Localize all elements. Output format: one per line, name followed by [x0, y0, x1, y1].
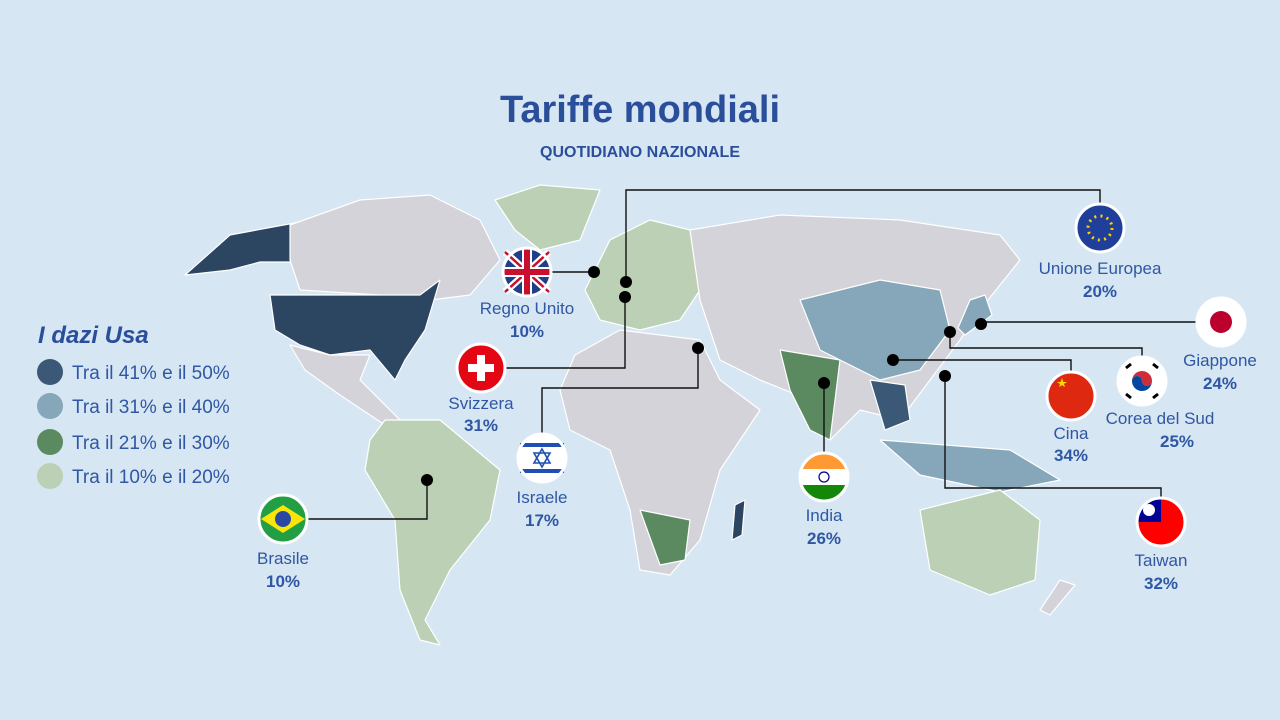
- leader-line: [308, 480, 428, 520]
- flag-eu: [1074, 202, 1126, 254]
- country-name: Israele: [516, 488, 567, 507]
- southern-africa: [639, 509, 691, 566]
- leader-line: [506, 297, 626, 369]
- tariff-rate: 31%: [464, 416, 498, 435]
- madagascar: [731, 499, 746, 541]
- location-dot: [620, 276, 632, 288]
- flag-brazil: [257, 493, 309, 545]
- south-america: [364, 419, 501, 646]
- location-dot: [939, 370, 951, 382]
- flag-taiwan: [1135, 496, 1187, 548]
- location-dot: [421, 474, 433, 486]
- flag-israel: [516, 432, 568, 484]
- tariff-rate: 24%: [1203, 374, 1237, 393]
- tariff-rate: 10%: [266, 572, 300, 591]
- subtitle: QUOTIDIANO NAZIONALE: [540, 144, 740, 161]
- location-dot: [588, 266, 600, 278]
- country-name: Giappone: [1183, 351, 1257, 370]
- country-name: Cina: [1054, 424, 1090, 443]
- southeast-asia-islands: [879, 439, 1061, 493]
- tariff-rate: 20%: [1083, 282, 1117, 301]
- country-name: Brasile: [257, 549, 309, 568]
- world-map: [184, 184, 1076, 646]
- legend-swatch: [37, 393, 63, 419]
- country-name: Taiwan: [1135, 551, 1188, 570]
- tariff-rate: 32%: [1144, 574, 1178, 593]
- legend-label: Tra il 41% e il 50%: [72, 363, 230, 384]
- tariff-rate: 10%: [510, 322, 544, 341]
- greenland: [494, 184, 601, 251]
- australia: [919, 489, 1041, 596]
- flag-switzerland: [455, 342, 507, 394]
- flag-japan: [1195, 296, 1247, 348]
- country-name: India: [806, 506, 843, 525]
- country-name: Unione Europea: [1039, 259, 1162, 278]
- leader-line: [949, 332, 1143, 357]
- tariff-rate: 17%: [525, 511, 559, 530]
- legend-label: Tra il 10% e il 20%: [72, 467, 230, 488]
- legend-swatch: [37, 429, 63, 455]
- canada: [289, 194, 501, 301]
- china: [799, 279, 951, 381]
- location-dot: [818, 377, 830, 389]
- location-dot: [887, 354, 899, 366]
- indochina: [869, 379, 911, 431]
- europe: [584, 219, 701, 331]
- flag-uk: [501, 246, 553, 298]
- leader-line: [541, 348, 699, 434]
- location-dot: [692, 342, 704, 354]
- legend-swatch: [37, 359, 63, 385]
- alaska: [184, 221, 301, 276]
- india: [779, 349, 841, 441]
- title: Tariffe mondiali: [500, 89, 780, 131]
- country-name: Svizzera: [448, 394, 514, 413]
- location-dot: [944, 326, 956, 338]
- location-dot: [619, 291, 631, 303]
- leader-line: [944, 376, 1162, 498]
- flag-south-korea: [1116, 355, 1168, 407]
- country-name: Corea del Sud: [1106, 409, 1215, 428]
- leader-lines: [308, 189, 1197, 520]
- usa: [269, 279, 441, 381]
- country-name: Regno Unito: [480, 299, 575, 318]
- legend: I dazi Usa Tra il 41% e il 50% Tra il 31…: [37, 322, 230, 489]
- leader-line: [625, 189, 1101, 282]
- legend-swatch: [37, 463, 63, 489]
- new-zealand: [1039, 579, 1076, 616]
- flag-india: [798, 451, 850, 503]
- location-dot: [975, 318, 987, 330]
- legend-label: Tra il 21% e il 30%: [72, 433, 230, 454]
- callouts: Unione Europea 20% Regno Unito 10% Svizz…: [257, 259, 1257, 593]
- legend-title: I dazi Usa: [38, 322, 149, 349]
- legend-label: Tra il 31% e il 40%: [72, 397, 230, 418]
- leader-line: [893, 359, 1072, 372]
- flag-china: [1045, 370, 1097, 422]
- tariff-rate: 26%: [807, 529, 841, 548]
- tariff-rate: 34%: [1054, 446, 1088, 465]
- tariff-rate: 25%: [1160, 432, 1194, 451]
